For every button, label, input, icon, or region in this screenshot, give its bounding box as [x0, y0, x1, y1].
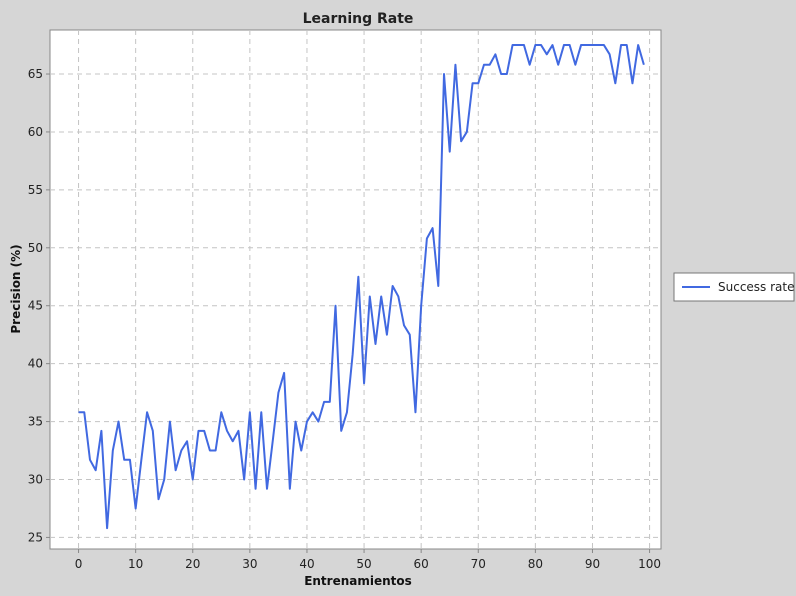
series-layer — [78, 44, 645, 530]
legend: Success rate — [673, 272, 795, 302]
y-tick-label: 30 — [28, 472, 43, 486]
x-tick-label: 0 — [75, 557, 83, 571]
x-tick-label: 10 — [128, 557, 143, 571]
x-tick-label: 20 — [185, 557, 200, 571]
y-tick-label: 65 — [28, 67, 43, 81]
y-tick-label: 50 — [28, 241, 43, 255]
chart-title: Learning Rate — [303, 11, 414, 27]
y-tick-label: 45 — [28, 299, 43, 313]
x-axis-label: Entrenamientos — [304, 574, 412, 588]
x-tick-label: 100 — [638, 557, 661, 571]
y-gridlines — [50, 73, 661, 538]
x-gridlines — [78, 30, 651, 549]
legend-label: Success rate — [718, 280, 795, 294]
y-tick-label: 35 — [28, 415, 43, 429]
y-tick-label: 55 — [28, 183, 43, 197]
x-axis: 0 10 20 30 40 50 60 70 80 90 100 — [75, 549, 661, 571]
x-tick-label: 50 — [356, 557, 371, 571]
y-axis-label: Precision (%) — [9, 244, 23, 333]
x-tick-label: 80 — [528, 557, 543, 571]
x-tick-label: 90 — [585, 557, 600, 571]
y-tick-label: 40 — [28, 357, 43, 371]
y-axis: 25 30 35 40 45 50 55 60 65 — [28, 67, 50, 544]
y-tick-label: 25 — [28, 530, 43, 544]
series-line-success-rate — [78, 44, 645, 530]
x-tick-label: 70 — [471, 557, 486, 571]
x-tick-label: 40 — [299, 557, 314, 571]
x-tick-label: 30 — [242, 557, 257, 571]
y-tick-label: 60 — [28, 125, 43, 139]
plot-area — [49, 29, 662, 550]
x-tick-label: 60 — [414, 557, 429, 571]
